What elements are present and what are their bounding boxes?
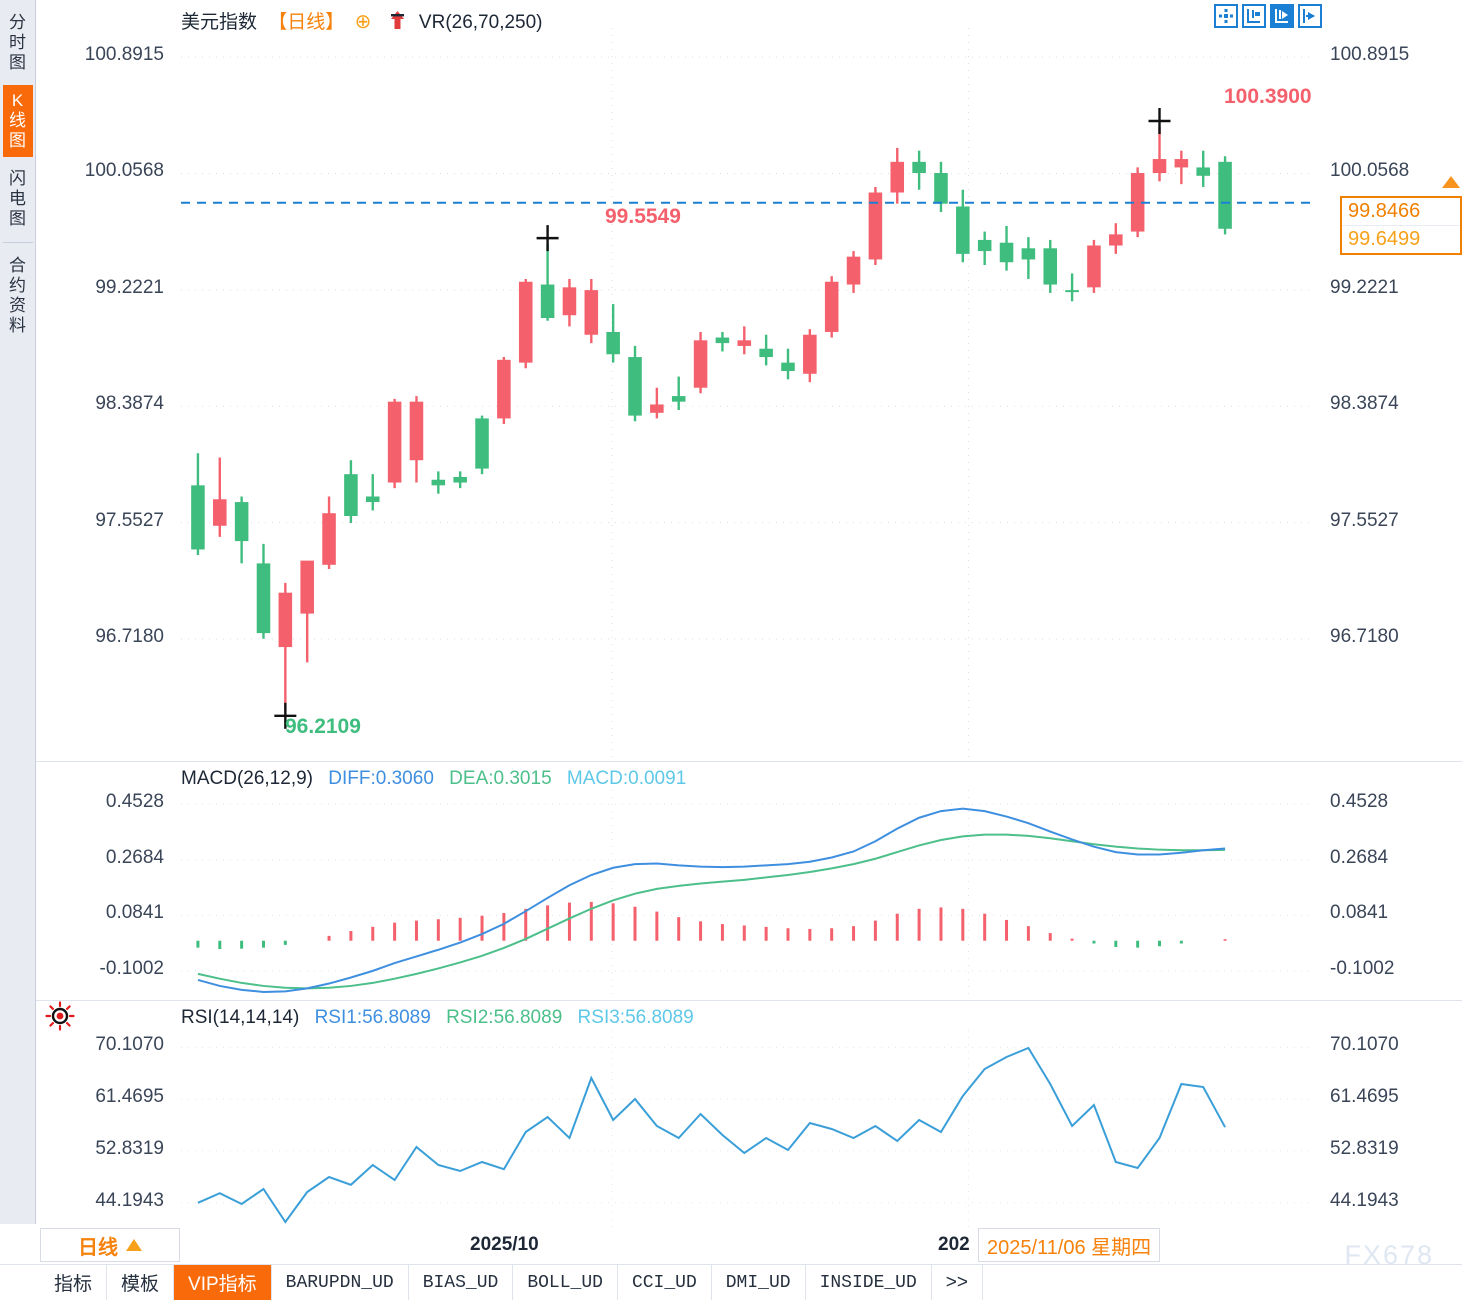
sidebar-item-lightning-chart[interactable]: 闪电图 bbox=[3, 163, 33, 235]
rsi-y-tick-left: 61.4695 bbox=[95, 1086, 164, 1108]
triangle-up-icon bbox=[126, 1239, 142, 1251]
macd-y-tick-left: -0.1002 bbox=[99, 957, 164, 979]
rsi-y-tick-left: 70.1070 bbox=[95, 1034, 164, 1056]
sidebar-divider bbox=[2, 242, 33, 243]
date-cursor-label: 2025/11/06 星期四 bbox=[978, 1228, 1161, 1262]
tab-[interactable]: 指标 bbox=[40, 1265, 108, 1300]
sidebar-item-label: 闪电图 bbox=[9, 169, 26, 228]
price-y-tick-left: 96.7180 bbox=[95, 625, 164, 647]
rsi-y-tick-right: 61.4695 bbox=[1330, 1086, 1399, 1108]
macd-header: MACD(26,12,9) DIFF:0.3060 DEA:0.3015 MAC… bbox=[181, 768, 686, 790]
rsi-y-tick-left: 52.8319 bbox=[95, 1138, 164, 1159]
macd-chart-canvas[interactable] bbox=[181, 790, 1310, 998]
price-tag-last: 99.8466 bbox=[1342, 198, 1460, 226]
rsi2-value: RSI2:56.8089 bbox=[446, 1007, 563, 1028]
tab-inside_ud[interactable]: INSIDE_UD bbox=[806, 1265, 932, 1300]
macd-y-tick-right: 0.0841 bbox=[1330, 902, 1389, 924]
tab-[interactable]: 模板 bbox=[107, 1265, 175, 1300]
price-y-tick-left: 97.5527 bbox=[95, 509, 164, 531]
tab-dmi_ud[interactable]: DMI_UD bbox=[712, 1265, 806, 1300]
timeframe-label: 日线 bbox=[78, 1236, 118, 1259]
annotation-high-mid: 99.5549 bbox=[605, 205, 681, 228]
cursor-date-text: 2025/11/06 星期四 bbox=[987, 1236, 1152, 1259]
price-y-tick-right: 100.0568 bbox=[1330, 160, 1410, 182]
price-tag-arrow bbox=[1442, 176, 1460, 188]
rsi-panel-divider bbox=[36, 1000, 1462, 1001]
tabbar-leading-gap bbox=[0, 1265, 40, 1300]
fit-screen-icon[interactable] bbox=[1214, 4, 1238, 28]
price-y-tick-right: 97.5527 bbox=[1330, 509, 1399, 531]
sidebar-item-time-chart[interactable]: 分时图 bbox=[3, 7, 33, 79]
rsi-y-tick-left: 44.1943 bbox=[95, 1189, 164, 1211]
tab-boll_ud[interactable]: BOLL_UD bbox=[513, 1265, 618, 1300]
crosshair-icon[interactable]: ⊕ bbox=[354, 11, 372, 33]
date-label-1: 202 bbox=[938, 1234, 970, 1255]
macd-y-tick-left: 0.0841 bbox=[105, 902, 164, 924]
price-y-tick-left: 99.2221 bbox=[95, 276, 164, 298]
tab-cci_ud[interactable]: CCI_UD bbox=[618, 1265, 712, 1300]
chart-toolbar bbox=[1214, 4, 1322, 28]
tabbar-spacer bbox=[983, 1265, 1462, 1300]
symbol-label: 美元指数 bbox=[181, 12, 258, 33]
price-y-tick-right: 99.2221 bbox=[1330, 276, 1399, 298]
rsi-y-tick-right: 44.1943 bbox=[1330, 1189, 1399, 1211]
macd-title: MACD(26,12,9) bbox=[181, 768, 313, 789]
sun-settings-icon[interactable] bbox=[44, 1000, 76, 1032]
up-arrow-icon bbox=[389, 10, 406, 30]
rsi-chart-canvas[interactable] bbox=[181, 1030, 1310, 1228]
price-y-tick-right: 98.3874 bbox=[1330, 393, 1399, 415]
rsi3-value: RSI3:56.8089 bbox=[577, 1007, 694, 1028]
price-tag-prev: 99.6499 bbox=[1348, 228, 1421, 250]
macd-y-tick-right: 0.4528 bbox=[1330, 791, 1389, 813]
tab-barupdn_ud[interactable]: BARUPDN_UD bbox=[272, 1265, 409, 1300]
tab-vip[interactable]: VIP指标 bbox=[174, 1265, 272, 1300]
macd-dea-value: DEA:0.3015 bbox=[449, 768, 552, 789]
macd-y-tick-left: 0.4528 bbox=[105, 791, 164, 813]
price-y-tick-left: 98.3874 bbox=[95, 393, 164, 415]
price-tag[interactable]: 99.8466 99.6499 bbox=[1340, 196, 1462, 255]
date-axis: 2025/10 202 bbox=[180, 1228, 1462, 1262]
period-label: 【日线】 bbox=[268, 12, 345, 33]
rsi-header: RSI(14,14,14) RSI1:56.8089 RSI2:56.8089 … bbox=[181, 1007, 694, 1029]
date-label-0: 2025/10 bbox=[470, 1234, 539, 1255]
macd-y-tick-left: 0.2684 bbox=[105, 846, 164, 868]
rsi-y-tick-right: 52.8319 bbox=[1330, 1138, 1399, 1159]
price-y-tick-right: 100.8915 bbox=[1330, 44, 1410, 66]
sidebar-item-label: 合约资料 bbox=[9, 256, 26, 335]
price-chart-canvas[interactable] bbox=[181, 28, 1310, 760]
tab-bias_ud[interactable]: BIAS_UD bbox=[409, 1265, 514, 1300]
rsi1-value: RSI1:56.8089 bbox=[314, 1007, 431, 1028]
macd-panel-divider bbox=[36, 761, 1462, 762]
measure-icon[interactable] bbox=[1242, 4, 1266, 28]
macd-diff-value: DIFF:0.3060 bbox=[328, 768, 434, 789]
annotation-high-right: 100.3900 bbox=[1224, 85, 1312, 108]
chart-header: 美元指数 【日线】 ⊕ VR(26,70,250) bbox=[181, 7, 543, 34]
rsi-title: RSI(14,14,14) bbox=[181, 1007, 300, 1028]
timeframe-selector[interactable]: 日线 bbox=[40, 1228, 180, 1262]
indicator-label: VR(26,70,250) bbox=[418, 12, 543, 33]
tab-[interactable]: >> bbox=[932, 1265, 983, 1300]
sidebar-item-label: 分时图 bbox=[9, 13, 26, 72]
annotation-low: 96.2109 bbox=[285, 715, 361, 738]
price-y-tick-right: 96.7180 bbox=[1330, 625, 1399, 647]
sidebar-item-contract-info[interactable]: 合约资料 bbox=[3, 250, 33, 342]
macd-value: MACD:0.0091 bbox=[566, 768, 687, 789]
macd-y-tick-right: -0.1002 bbox=[1330, 957, 1395, 979]
price-y-tick-left: 100.0568 bbox=[84, 160, 164, 182]
jump-latest-icon[interactable] bbox=[1298, 4, 1322, 28]
price-y-tick-left: 100.8915 bbox=[84, 44, 164, 66]
macd-y-tick-right: 0.2684 bbox=[1330, 846, 1389, 868]
play-forward-icon[interactable] bbox=[1270, 4, 1294, 28]
rsi-y-tick-right: 70.1070 bbox=[1330, 1034, 1399, 1056]
indicator-tabbar: 指标 模板 VIP指标 BARUPDN_UD BIAS_UD BOLL_UD CCI_UD D… bbox=[0, 1264, 1462, 1300]
